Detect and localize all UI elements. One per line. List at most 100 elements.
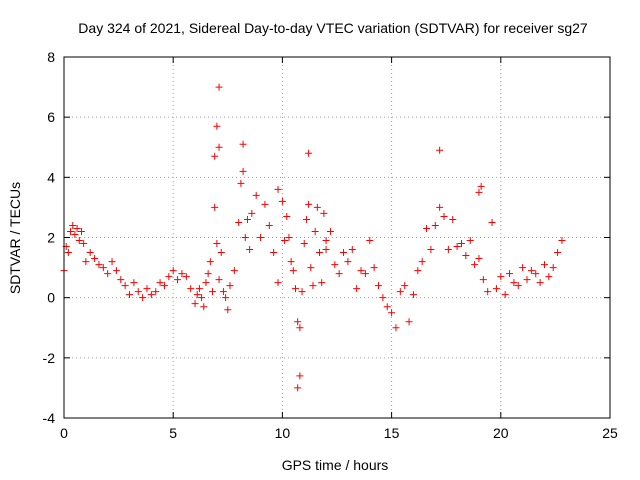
data-point [484, 288, 492, 296]
data-point [357, 267, 365, 275]
data-point [82, 258, 90, 266]
x-tick-label: 15 [384, 425, 400, 441]
data-point [519, 264, 527, 272]
data-point [322, 237, 330, 245]
data-point [75, 237, 83, 245]
data-point [370, 264, 378, 272]
data-point [226, 282, 234, 290]
data-point [501, 291, 509, 299]
data-point [224, 306, 232, 314]
data-point [287, 258, 295, 266]
data-point [492, 285, 500, 293]
y-tick-label: -2 [43, 350, 56, 366]
data-point [237, 179, 245, 187]
data-point [497, 273, 505, 281]
data-point [396, 288, 404, 296]
data-point [401, 282, 409, 290]
x-axis-label: GPS time / hours [282, 457, 389, 473]
y-tick-label: 6 [47, 109, 55, 125]
data-point [294, 384, 302, 392]
data-point [108, 258, 116, 266]
y-tick-label: 4 [47, 169, 55, 185]
data-point [523, 276, 531, 284]
data-point [318, 279, 326, 287]
data-point [554, 249, 562, 257]
data-point [366, 237, 374, 245]
data-point [316, 249, 324, 257]
data-point [211, 152, 219, 160]
data-point [274, 185, 282, 193]
data-point [206, 258, 214, 266]
data-point [204, 270, 212, 278]
data-point [219, 288, 227, 296]
data-point [436, 203, 444, 211]
data-point [283, 212, 291, 220]
data-point [169, 267, 177, 275]
data-point [200, 303, 208, 311]
data-point [427, 246, 435, 254]
data-point [392, 324, 400, 332]
data-point [126, 291, 134, 299]
data-point [99, 264, 107, 272]
data-point [265, 221, 273, 229]
data-point [193, 291, 201, 299]
data-point [514, 282, 522, 290]
data-point [187, 285, 195, 293]
data-point [300, 240, 308, 248]
data-point [322, 246, 330, 254]
data-point [178, 270, 186, 278]
data-point [86, 249, 94, 257]
data-point [156, 279, 164, 287]
data-point [444, 246, 452, 254]
data-point [257, 234, 265, 241]
data-point [475, 255, 483, 263]
data-point [289, 267, 297, 275]
data-point [195, 285, 203, 293]
data-point [436, 146, 444, 154]
data-point [64, 249, 72, 257]
data-point [449, 215, 457, 223]
data-point [67, 227, 75, 235]
chart-title: Day 324 of 2021, Sidereal Day-to-day VTE… [78, 20, 588, 36]
y-axis-label: SDTVAR / TECUs [7, 182, 23, 294]
data-point [298, 288, 306, 296]
data-point [326, 227, 334, 235]
data-point [388, 309, 396, 317]
data-points [60, 83, 566, 392]
data-point [278, 197, 286, 205]
data-point [95, 261, 103, 269]
data-point [130, 279, 138, 287]
data-point [152, 288, 160, 296]
data-point [471, 261, 479, 269]
data-point [246, 246, 254, 254]
data-point [335, 270, 343, 278]
data-point [383, 303, 391, 311]
data-point [239, 167, 247, 175]
y-tick-label: 2 [47, 230, 55, 246]
data-point [174, 276, 182, 284]
data-point [374, 282, 382, 290]
data-point [409, 291, 417, 299]
data-point [211, 203, 219, 211]
data-point [536, 279, 544, 287]
data-point [431, 221, 439, 229]
data-point [261, 200, 269, 208]
data-point [198, 294, 206, 302]
data-point [344, 258, 352, 266]
data-point [311, 227, 319, 235]
data-point [248, 209, 256, 217]
data-point [361, 270, 369, 278]
grid [64, 57, 610, 418]
data-point [423, 224, 431, 232]
data-point [235, 218, 243, 226]
x-tick-label: 20 [493, 425, 509, 441]
data-point [292, 285, 300, 293]
data-point [309, 282, 317, 290]
data-point [77, 227, 85, 235]
data-point [418, 258, 426, 266]
data-point [143, 285, 151, 293]
data-point [270, 249, 278, 257]
x-tick-label: 5 [169, 425, 177, 441]
data-point [281, 237, 289, 245]
